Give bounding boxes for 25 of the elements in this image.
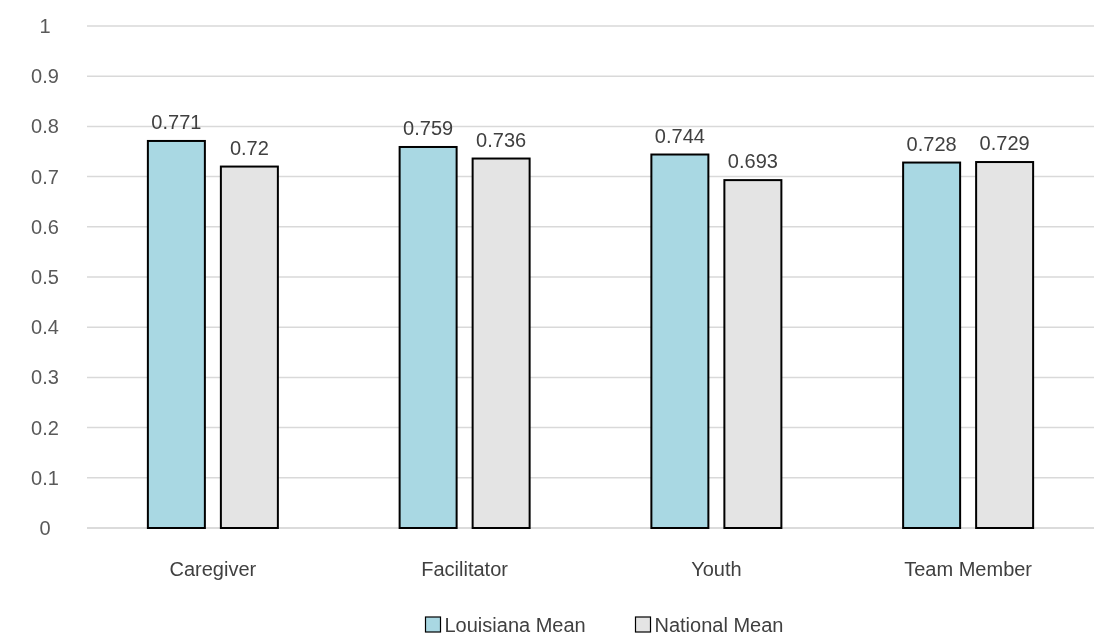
data-label: 0.729 xyxy=(979,132,1030,155)
data-label: 0.736 xyxy=(476,128,527,151)
y-tick-label: 0.4 xyxy=(31,316,59,339)
x-tick-label: Team Member xyxy=(904,558,1033,580)
x-tick-label: Facilitator xyxy=(421,558,509,580)
data-label: 0.744 xyxy=(654,124,705,147)
x-tick-label: Youth xyxy=(691,558,742,580)
data-label: 0.693 xyxy=(727,150,778,173)
y-tick-label: 0.2 xyxy=(31,416,59,439)
y-tick-label: 0 xyxy=(39,517,51,539)
x-tick-label: Caregiver xyxy=(169,558,257,580)
data-label: 0.759 xyxy=(403,116,454,139)
legend-label: Louisiana Mean xyxy=(444,614,586,636)
data-label: 0.728 xyxy=(906,132,957,155)
y-tick-label: 0.7 xyxy=(31,165,59,188)
legend-label: National Mean xyxy=(654,614,784,636)
data-label: 0.72 xyxy=(229,136,269,159)
y-tick-label: 1 xyxy=(39,15,51,37)
y-tick-label: 0.6 xyxy=(31,215,59,238)
y-tick-label: 0.9 xyxy=(31,65,59,88)
y-tick-label: 0.3 xyxy=(31,366,59,389)
data-label: 0.771 xyxy=(151,110,202,133)
y-tick-label: 0.1 xyxy=(31,466,59,489)
y-tick-label: 0.5 xyxy=(31,266,59,288)
y-tick-label: 0.8 xyxy=(31,115,59,138)
